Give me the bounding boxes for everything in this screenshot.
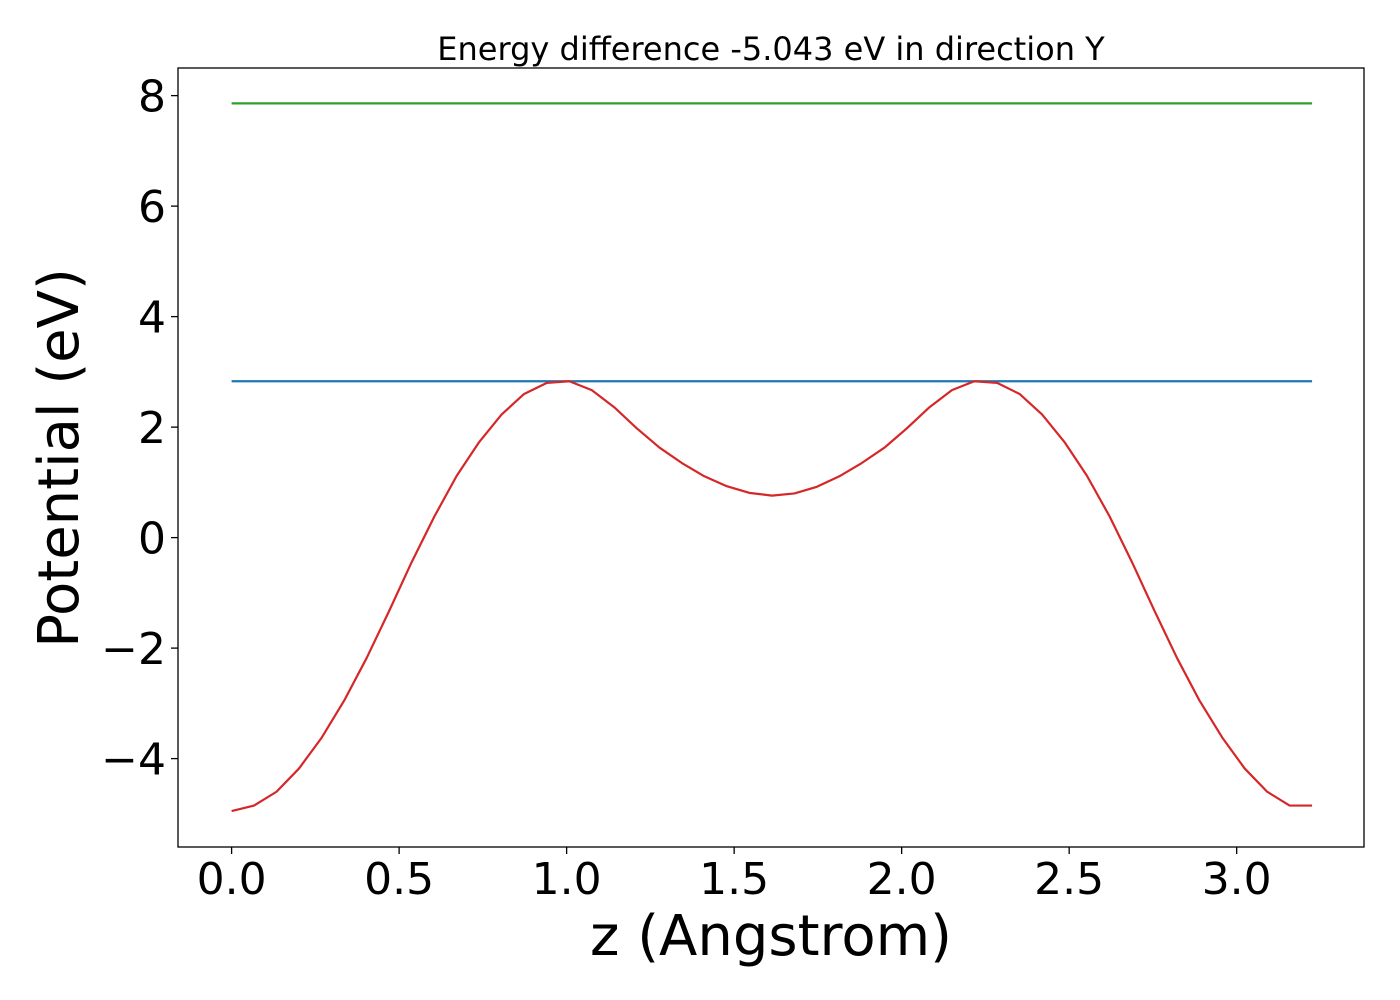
x-tick-label: 2.0	[867, 854, 937, 905]
x-tick-label: 1.0	[532, 854, 602, 905]
plot-background	[178, 68, 1364, 847]
y-tick-label: 4	[138, 293, 166, 344]
x-axis-ticks: 0.0 0.5 1.0 1.5 2.0 2.5 3.0	[197, 847, 1272, 905]
x-tick-label: 2.5	[1034, 854, 1104, 905]
y-tick-label: 8	[138, 72, 166, 123]
y-axis-label: Potential (eV)	[27, 268, 92, 648]
x-axis-label: z (Angstrom)	[590, 904, 952, 969]
x-tick-label: 3.0	[1202, 854, 1272, 905]
y-tick-label: −2	[101, 624, 166, 675]
series-line-potential	[231, 380, 1313, 813]
y-tick-label: 6	[138, 182, 166, 233]
x-tick-label: 0.5	[364, 854, 434, 905]
series-layer	[231, 102, 1313, 813]
y-tick-label: 2	[138, 403, 166, 454]
y-tick-label: −4	[101, 735, 166, 786]
y-axis-ticks: −4 −2 0 2 4 6 8	[101, 72, 178, 786]
x-tick-label: 0.0	[197, 854, 267, 905]
y-tick-label: 0	[138, 514, 166, 565]
plot-frame	[177, 67, 1365, 848]
chart-title: Energy difference -5.043 eV in direction…	[437, 30, 1105, 68]
x-tick-label: 1.5	[699, 854, 769, 905]
